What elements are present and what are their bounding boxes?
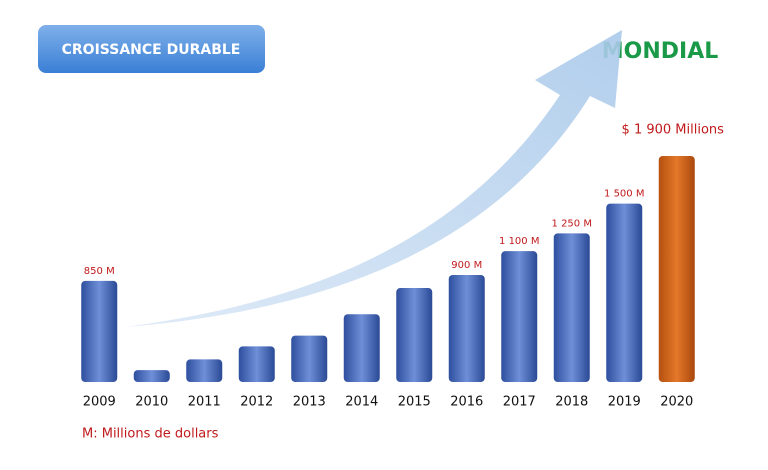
bar — [81, 280, 118, 382]
x-tick-label: 2014 — [345, 395, 378, 410]
bars: 2009 850 M 2010 2011 2012 2013 2014 2015 2016 900… — [81, 123, 724, 410]
x-tick-label: 2018 — [555, 395, 588, 410]
bar — [606, 203, 643, 382]
bar — [658, 156, 695, 382]
bar — [186, 359, 223, 382]
region-label: MONDIAL — [602, 39, 719, 64]
bar — [448, 274, 485, 382]
x-tick-label: 2011 — [188, 395, 221, 410]
bar — [133, 370, 170, 382]
x-tick-label: 2012 — [240, 395, 273, 410]
footnote: M: Millions de dollars — [82, 427, 219, 442]
x-tick-label: 2016 — [450, 395, 483, 410]
value-label: 900 M — [451, 260, 482, 271]
bar — [238, 346, 275, 382]
x-tick-label: 2009 — [83, 395, 116, 410]
x-tick-label: 2017 — [503, 395, 536, 410]
x-tick-label: 2020 — [660, 395, 693, 410]
bar — [396, 288, 433, 382]
x-tick-label: 2015 — [398, 395, 431, 410]
value-label: 1 100 M — [499, 236, 539, 247]
x-tick-label: 2013 — [293, 395, 326, 410]
value-label: 1 500 M — [604, 189, 644, 200]
bar — [553, 233, 590, 382]
value-label: 850 M — [84, 266, 115, 277]
x-tick-label: 2010 — [135, 395, 168, 410]
growth-arrow — [125, 30, 622, 327]
value-label: $ 1 900 Millions — [622, 123, 725, 138]
title-button[interactable] — [38, 25, 265, 73]
x-tick-label: 2019 — [608, 395, 641, 410]
bar — [501, 251, 538, 382]
title-button-label: CROISSANCE DURABLE — [62, 42, 241, 58]
value-label: 1 250 M — [552, 218, 592, 229]
bar — [291, 335, 328, 382]
bar — [343, 314, 380, 382]
